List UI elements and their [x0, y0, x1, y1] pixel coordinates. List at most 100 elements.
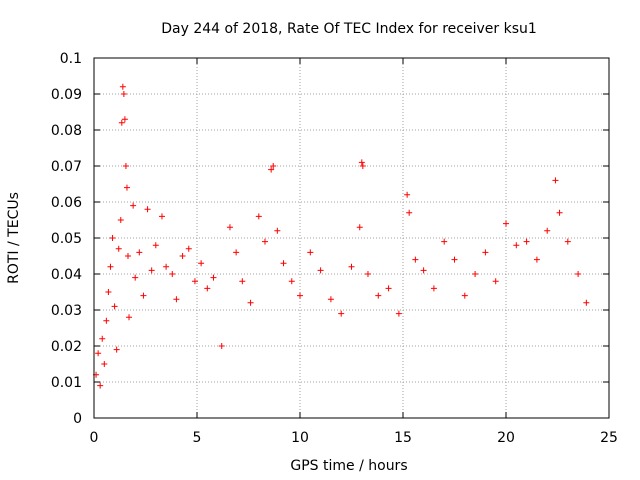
data-point — [261, 238, 268, 245]
data-point — [472, 271, 479, 277]
data-point — [113, 346, 120, 353]
data-point — [173, 296, 180, 303]
data-point — [270, 163, 277, 169]
data-point — [179, 253, 186, 259]
plot-frame — [93, 57, 610, 419]
data-point — [144, 206, 151, 213]
x-tick-label: 10 — [291, 430, 309, 446]
data-point — [348, 263, 355, 270]
data-point — [226, 224, 233, 231]
data-point — [140, 292, 147, 299]
data-point — [118, 119, 125, 126]
x-tick-label: 5 — [193, 430, 202, 446]
data-point — [130, 202, 137, 209]
data-point — [317, 267, 324, 274]
chart-title: Day 244 of 2018, Rate Of TEC Index for r… — [161, 21, 537, 37]
data-point — [552, 177, 559, 184]
y-tick-label: 0.02 — [51, 339, 82, 355]
data-point — [503, 220, 509, 227]
data-point — [218, 343, 225, 349]
y-tick-label: 0.06 — [51, 195, 82, 211]
y-tick-label: 0.01 — [51, 375, 82, 391]
data-point — [358, 159, 365, 166]
data-point — [395, 310, 402, 317]
data-point — [158, 213, 165, 220]
y-tick-label: 0.04 — [51, 267, 82, 283]
y-tick-label: 0.1 — [60, 51, 82, 67]
data-point — [359, 163, 366, 169]
y-axis-label: ROTI / TECUs — [6, 192, 22, 284]
x-tick-label: 25 — [600, 430, 618, 446]
data-point — [210, 274, 217, 281]
data-point — [255, 213, 262, 220]
data-point — [120, 91, 127, 97]
data-point — [119, 83, 126, 90]
data-point — [109, 235, 116, 241]
data-point — [575, 271, 582, 277]
data-point — [239, 278, 246, 285]
data-point — [274, 227, 281, 234]
x-axis-label: GPS time / hours — [290, 458, 407, 474]
data-point — [583, 299, 590, 306]
data-point — [375, 292, 382, 299]
data-point — [126, 314, 133, 321]
data-points — [93, 83, 590, 389]
data-point — [451, 256, 458, 263]
data-point — [327, 296, 334, 303]
data-point — [523, 238, 530, 245]
x-tick-label: 15 — [394, 430, 412, 446]
data-point — [430, 285, 437, 292]
data-point — [111, 303, 118, 310]
data-point — [338, 310, 345, 317]
y-tick-label: 0.03 — [51, 303, 82, 319]
data-point — [101, 361, 108, 367]
data-point — [105, 289, 112, 295]
y-tick-label: 0.08 — [51, 123, 82, 139]
data-point — [461, 292, 468, 299]
data-point — [564, 238, 571, 245]
y-tick-label: 0.07 — [51, 159, 82, 175]
data-point — [233, 249, 240, 256]
y-tick-label: 0 — [73, 411, 82, 427]
data-point — [356, 224, 363, 231]
y-tick-label: 0.05 — [51, 231, 82, 247]
data-point — [163, 263, 170, 270]
data-point — [533, 256, 540, 263]
data-point — [115, 245, 122, 252]
data-point — [123, 184, 130, 191]
data-point — [185, 245, 192, 252]
grid-lines — [94, 58, 609, 418]
data-point — [513, 242, 520, 249]
data-point — [385, 285, 392, 292]
data-point — [132, 274, 139, 281]
data-point — [268, 166, 275, 173]
data-point — [107, 263, 114, 270]
data-point — [280, 260, 287, 267]
data-point — [169, 271, 176, 277]
x-tick-label: 0 — [90, 430, 99, 446]
data-point — [198, 260, 205, 267]
data-point — [136, 249, 143, 256]
data-point — [99, 335, 106, 342]
data-point — [412, 256, 419, 263]
data-point — [148, 267, 155, 274]
data-point — [121, 116, 128, 123]
data-point — [406, 209, 413, 216]
data-point — [544, 227, 551, 234]
data-point — [152, 242, 159, 249]
data-point — [288, 278, 295, 285]
data-point — [122, 163, 129, 169]
data-point — [191, 278, 198, 285]
data-point — [95, 350, 102, 357]
data-point — [204, 285, 211, 292]
data-point — [492, 278, 499, 285]
data-point — [482, 249, 489, 256]
data-point — [420, 267, 427, 274]
data-point — [103, 317, 110, 324]
y-tick-label: 0.09 — [51, 87, 82, 103]
data-point — [97, 382, 104, 389]
x-tick-label: 20 — [497, 430, 515, 446]
data-point — [247, 299, 254, 306]
